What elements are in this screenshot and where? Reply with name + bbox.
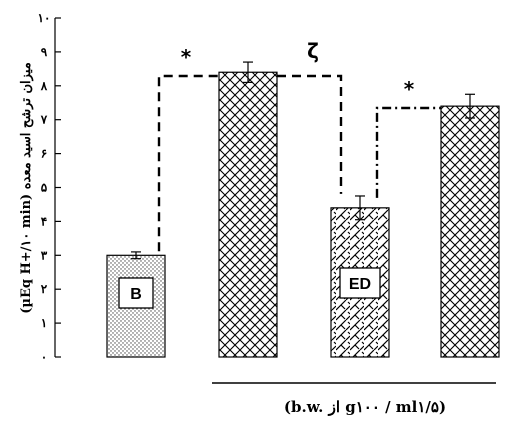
y-tick-label: ۹ bbox=[41, 45, 48, 59]
bar-label: B bbox=[130, 286, 142, 303]
significance-symbol: ζ bbox=[307, 39, 319, 63]
y-tick-label: ۴ bbox=[41, 214, 47, 228]
y-tick-label: ۱۰ bbox=[38, 11, 51, 25]
y-tick-label: ۸ bbox=[40, 79, 48, 93]
bar-label: ED bbox=[349, 276, 371, 293]
bars bbox=[106, 71, 500, 358]
dose-label: (b.w. از g۱۰۰ / ml۱/۵) bbox=[283, 398, 447, 416]
bar-label-box bbox=[118, 277, 154, 309]
significance-symbol: * bbox=[181, 45, 192, 69]
bar-labels: B ED bbox=[118, 267, 381, 309]
y-tick-label: ۷ bbox=[40, 113, 48, 127]
bar bbox=[440, 105, 500, 358]
y-tick-label: ۳ bbox=[41, 248, 48, 262]
bar bbox=[218, 71, 278, 358]
significance-line bbox=[157, 74, 219, 252]
error-bars bbox=[131, 61, 475, 260]
significance-symbol: * bbox=[404, 77, 415, 101]
y-ticks: ۰ ۱ ۲ ۳ ۴ ۵ ۶ ۷ ۸ ۹ ۱۰ bbox=[38, 11, 61, 364]
bar-label-box bbox=[339, 267, 381, 299]
y-tick-label: ۰ bbox=[41, 350, 47, 364]
significance-line bbox=[277, 74, 343, 194]
y-tick-label: ۱ bbox=[41, 316, 47, 330]
y-axis-label: (µEq H+/۱۰ min) میزان ترشح اسید معده bbox=[19, 62, 34, 313]
significance-line bbox=[375, 106, 441, 198]
y-tick-label: ۲ bbox=[41, 282, 48, 296]
y-tick-label: ۵ bbox=[41, 181, 48, 195]
y-tick-label: ۶ bbox=[41, 147, 47, 161]
significance-lines: * ζ * bbox=[157, 39, 441, 252]
